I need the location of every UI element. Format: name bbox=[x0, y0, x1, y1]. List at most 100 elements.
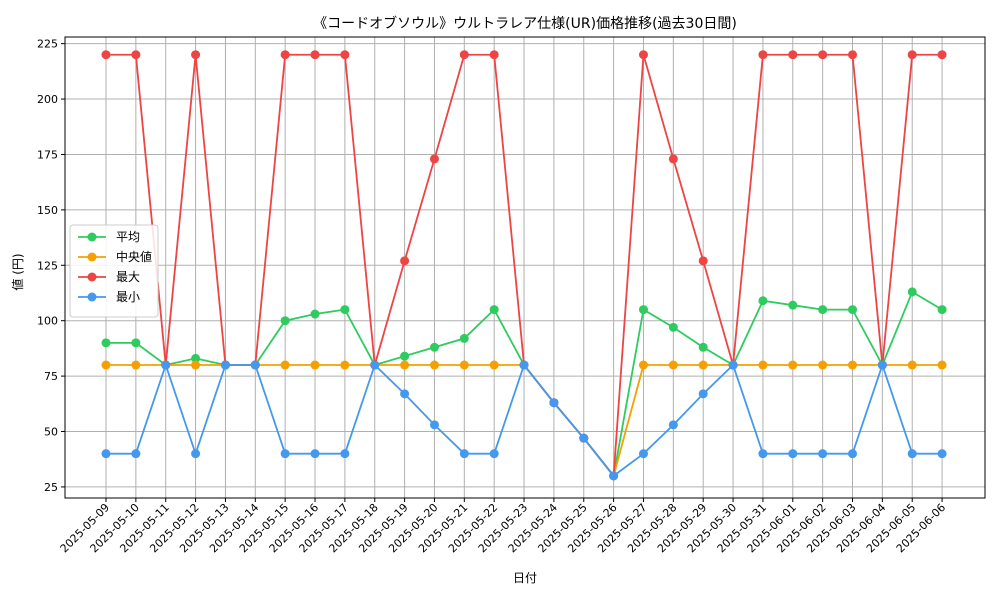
legend-label: 最小 bbox=[116, 290, 140, 304]
y-axis: 25 50 75 100 125 150 175 200 225 bbox=[37, 38, 65, 494]
data-point bbox=[250, 360, 260, 370]
legend-label: 中央値 bbox=[116, 249, 152, 264]
data-point bbox=[340, 305, 350, 315]
data-point bbox=[788, 360, 798, 370]
data-point bbox=[340, 50, 350, 60]
data-point bbox=[340, 360, 350, 370]
data-point bbox=[758, 296, 768, 306]
legend-swatch-marker bbox=[87, 252, 97, 262]
series-3 bbox=[101, 360, 947, 481]
data-point bbox=[698, 360, 708, 370]
data-point bbox=[429, 342, 439, 352]
data-point bbox=[549, 398, 559, 408]
data-point bbox=[698, 389, 708, 399]
legend-item: 最小 bbox=[78, 290, 140, 304]
data-point bbox=[937, 360, 947, 370]
data-point bbox=[191, 449, 201, 459]
data-point bbox=[638, 360, 648, 370]
data-point bbox=[400, 351, 410, 361]
data-point bbox=[400, 389, 410, 399]
data-point bbox=[937, 449, 947, 459]
data-point bbox=[788, 449, 798, 459]
data-point bbox=[907, 360, 917, 370]
data-point bbox=[668, 154, 678, 164]
data-point bbox=[459, 449, 469, 459]
data-point bbox=[131, 50, 141, 60]
data-point bbox=[429, 360, 439, 370]
data-point bbox=[877, 360, 887, 370]
data-point bbox=[907, 50, 917, 60]
chart-title: 《コードオブソウル》ウルトラレア仕様(UR)価格推移(過去30日間) bbox=[313, 15, 737, 32]
y-tick-label: 175 bbox=[37, 148, 58, 161]
grid bbox=[65, 37, 985, 498]
legend-label: 平均 bbox=[116, 230, 140, 244]
data-point bbox=[191, 50, 201, 60]
legend-item: 最大 bbox=[78, 270, 140, 284]
data-point bbox=[310, 50, 320, 60]
data-point bbox=[638, 449, 648, 459]
data-point bbox=[698, 342, 708, 352]
x-axis: 2025-05-092025-05-102025-05-112025-05-12… bbox=[58, 498, 948, 555]
data-point bbox=[907, 287, 917, 297]
series-lines bbox=[101, 50, 947, 481]
data-point bbox=[788, 300, 798, 310]
data-point bbox=[310, 449, 320, 459]
data-point bbox=[848, 449, 857, 459]
data-point bbox=[340, 449, 350, 459]
data-point bbox=[489, 305, 499, 315]
data-point bbox=[668, 360, 678, 370]
data-point bbox=[161, 360, 171, 370]
data-point bbox=[310, 309, 320, 319]
data-point bbox=[310, 360, 320, 370]
data-point bbox=[370, 360, 380, 370]
data-point bbox=[459, 360, 469, 370]
y-tick-label: 75 bbox=[44, 370, 58, 383]
data-point bbox=[818, 50, 828, 60]
legend-swatch-marker bbox=[87, 292, 97, 302]
data-point bbox=[937, 50, 947, 60]
data-point bbox=[818, 360, 828, 370]
data-point bbox=[489, 50, 499, 60]
data-point bbox=[489, 360, 499, 370]
y-tick-label: 25 bbox=[44, 481, 58, 494]
data-point bbox=[280, 360, 290, 370]
data-point bbox=[280, 449, 290, 459]
data-point bbox=[429, 420, 439, 430]
data-point bbox=[131, 338, 141, 348]
data-point bbox=[728, 360, 738, 370]
data-point bbox=[459, 50, 469, 60]
y-tick-label: 225 bbox=[37, 38, 58, 51]
legend-item: 中央値 bbox=[78, 249, 152, 264]
data-point bbox=[848, 50, 857, 60]
y-tick-label: 125 bbox=[37, 259, 58, 272]
data-point bbox=[758, 449, 768, 459]
data-point bbox=[459, 333, 469, 343]
data-point bbox=[131, 360, 141, 370]
data-point bbox=[400, 256, 410, 266]
data-point bbox=[131, 449, 141, 459]
data-point bbox=[638, 305, 648, 315]
legend-label: 最大 bbox=[116, 270, 140, 284]
data-point bbox=[400, 360, 410, 370]
plot-area bbox=[64, 36, 986, 499]
data-point bbox=[848, 360, 857, 370]
data-point bbox=[937, 305, 947, 315]
legend-swatch-marker bbox=[87, 272, 97, 282]
data-point bbox=[818, 305, 828, 315]
legend-item: 平均 bbox=[78, 230, 140, 244]
y-tick-label: 50 bbox=[44, 426, 58, 439]
data-point bbox=[818, 449, 828, 459]
data-point bbox=[220, 360, 230, 370]
data-point bbox=[638, 50, 648, 60]
data-point bbox=[101, 338, 111, 348]
data-point bbox=[848, 305, 857, 315]
data-point bbox=[280, 50, 290, 60]
legend-box bbox=[69, 224, 159, 318]
data-point bbox=[758, 50, 768, 60]
data-point bbox=[429, 154, 439, 164]
data-point bbox=[907, 449, 917, 459]
x-axis-label: 日付 bbox=[513, 571, 537, 585]
data-point bbox=[788, 50, 798, 60]
